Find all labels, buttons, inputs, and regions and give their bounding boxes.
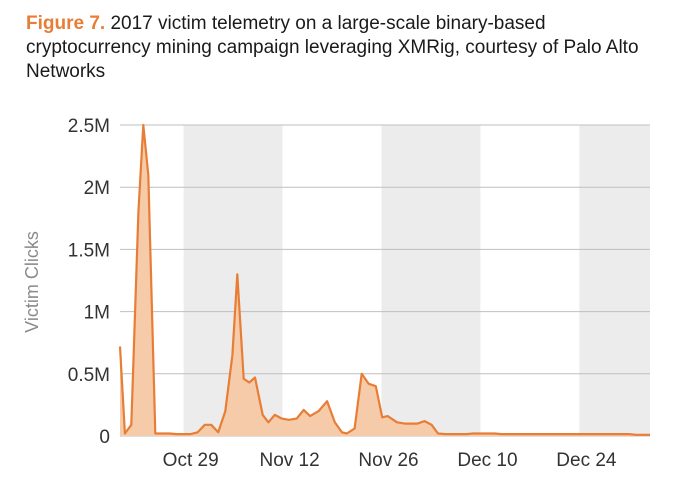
x-tick-label: Dec 24 [556,450,617,471]
y-tick-label: 0 [99,427,110,448]
figure-caption-text: 2017 victim telemetry on a large-scale b… [26,13,639,82]
x-axis-ticks: Oct 29 Nov 12 Nov 26 Dec 10 Dec 24 [163,450,617,471]
week-band [381,125,481,436]
y-tick-label: 0.5M [68,365,110,386]
x-tick-label: Nov 26 [358,450,418,471]
y-tick-label: 1M [84,303,110,324]
y-tick-label: 2M [84,178,110,199]
figure-label: Figure 7. [26,13,106,34]
area-series [118,123,650,436]
week-band [579,125,650,436]
x-tick-label: Dec 10 [457,450,517,471]
series-line [118,123,650,436]
y-axis-label: Victim Clicks [22,231,42,333]
y-tick-label: 2.5M [68,116,110,137]
y-axis-ticks: 0 0.5M 1M 1.5M 2M 2.5M [68,116,110,448]
y-tick-label: 1.5M [68,240,110,261]
x-tick-label: Oct 29 [163,450,219,471]
figure-caption: Figure 7. 2017 victim telemetry on a lar… [26,12,646,84]
x-tick-label: Nov 12 [259,450,319,471]
